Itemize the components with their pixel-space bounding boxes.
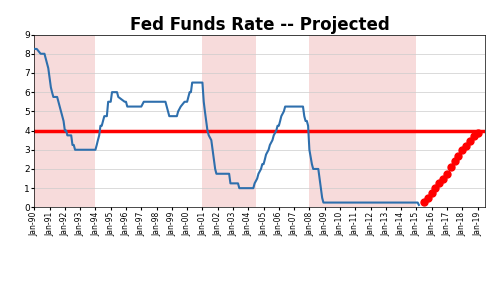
Point (455, 154, 463, 159)
Point (439, 176, 447, 181)
Point (420, 199, 428, 204)
Point (447, 165, 455, 169)
Point (466, 139, 474, 143)
Bar (34, 35, 96, 207)
Title: Fed Funds Rate -- Projected: Fed Funds Rate -- Projected (130, 16, 390, 34)
Point (462, 144, 470, 148)
Point (470, 134, 478, 139)
Point (424, 196, 432, 200)
Bar (202, 35, 256, 207)
Point (432, 186, 440, 190)
Bar (309, 35, 416, 207)
Point (443, 171, 451, 176)
Point (474, 131, 482, 135)
Point (435, 181, 443, 186)
Point (458, 147, 466, 152)
Point (451, 159, 459, 164)
Point (428, 191, 436, 195)
